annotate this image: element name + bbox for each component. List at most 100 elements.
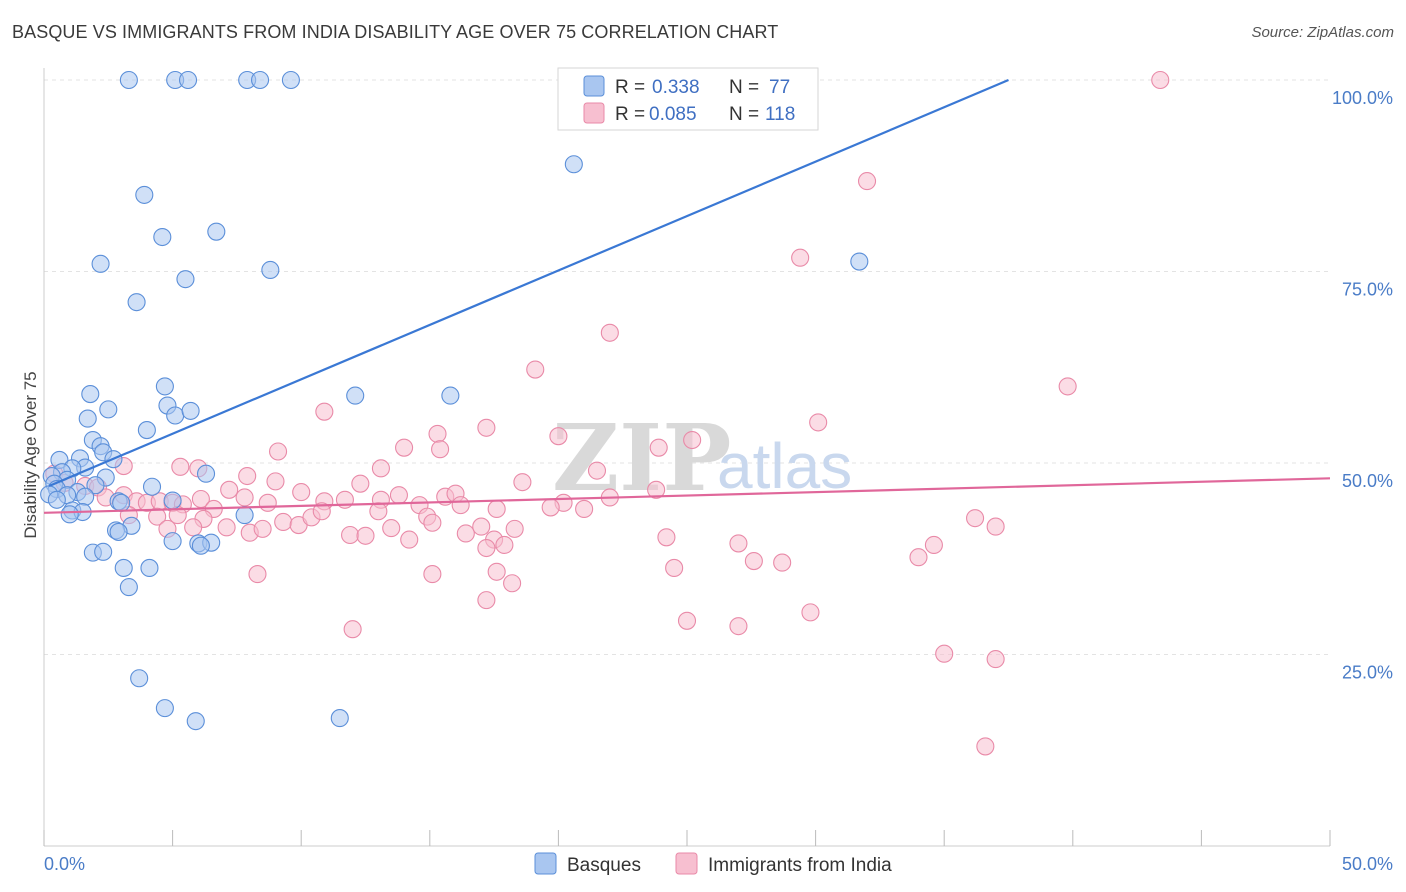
basques-point bbox=[181, 401, 200, 420]
legend-n-basques: 77 bbox=[769, 77, 790, 98]
legend-swatch-india bbox=[583, 102, 605, 124]
basques-point bbox=[140, 558, 159, 577]
india-point bbox=[495, 535, 514, 555]
india-point bbox=[657, 528, 676, 547]
basques-point bbox=[119, 70, 138, 90]
series-legend: Basques Immigrants from India bbox=[534, 852, 892, 876]
basques-point bbox=[346, 386, 365, 405]
india-point bbox=[665, 558, 684, 577]
india-point bbox=[986, 650, 1005, 669]
india-point bbox=[274, 512, 293, 532]
basques-point bbox=[135, 185, 154, 204]
axes bbox=[43, 68, 1331, 847]
basques-point bbox=[47, 490, 66, 509]
basques-point bbox=[76, 487, 95, 506]
india-point bbox=[235, 488, 254, 507]
basques-point bbox=[564, 155, 583, 174]
grid-lines bbox=[44, 79, 1330, 655]
legend-r-india: 0.085 bbox=[649, 104, 697, 125]
legend-swatch-basques bbox=[583, 75, 605, 97]
india-point bbox=[575, 499, 594, 519]
india-point bbox=[356, 526, 375, 545]
basques-point bbox=[112, 493, 131, 512]
basques-point bbox=[91, 254, 110, 273]
india-point bbox=[171, 457, 190, 476]
basques-point bbox=[163, 491, 182, 510]
bottom-legend-swatch-basques bbox=[534, 852, 557, 875]
stats-legend: R = 0.338 N = 77 R = 0.085 N = 118 bbox=[557, 67, 819, 131]
legend-n-label: N = bbox=[729, 104, 759, 125]
india-point bbox=[505, 519, 524, 538]
basques-point bbox=[127, 293, 146, 312]
y-tick-label: 75.0% bbox=[1342, 280, 1393, 300]
basques-point bbox=[235, 506, 254, 525]
basques-point bbox=[153, 227, 172, 247]
india-point bbox=[526, 360, 545, 379]
legend-n-india: 118 bbox=[765, 104, 795, 125]
india-point bbox=[487, 562, 506, 581]
india-point bbox=[341, 525, 360, 545]
basques-point bbox=[207, 222, 226, 241]
india-point bbox=[541, 498, 560, 517]
india-point bbox=[423, 513, 442, 532]
basques-point bbox=[60, 505, 79, 524]
basques-point bbox=[155, 699, 174, 718]
india-point bbox=[729, 617, 748, 636]
bottom-legend-india: Immigrants from India bbox=[708, 855, 892, 876]
legend-r-label: R = bbox=[615, 104, 645, 125]
india-point bbox=[924, 535, 943, 555]
legend-r-basques: 0.338 bbox=[652, 77, 700, 98]
india-point bbox=[744, 551, 763, 571]
watermark-zip: ZIP bbox=[552, 404, 731, 512]
india-point bbox=[801, 603, 820, 622]
basques-point bbox=[142, 477, 162, 496]
india-point bbox=[148, 507, 167, 526]
india-point bbox=[269, 442, 288, 461]
india-point bbox=[431, 440, 450, 459]
basques-point bbox=[109, 522, 128, 541]
trend-line-basques bbox=[48, 78, 1009, 487]
india-point bbox=[258, 493, 277, 512]
india-point bbox=[184, 518, 203, 537]
india-point bbox=[369, 502, 388, 521]
india-point bbox=[587, 461, 607, 480]
india-point bbox=[1058, 377, 1077, 396]
india-point bbox=[217, 518, 236, 537]
india-point bbox=[292, 483, 311, 502]
y-tick-label: 25.0% bbox=[1342, 663, 1393, 683]
watermark-atlas: atlas bbox=[717, 430, 852, 502]
basques-point bbox=[94, 542, 113, 561]
basques-point bbox=[191, 536, 210, 555]
india-point bbox=[477, 591, 496, 610]
legend-n-label: N = bbox=[729, 77, 759, 98]
india-point bbox=[343, 620, 362, 639]
basques-point bbox=[137, 421, 156, 440]
india-point bbox=[312, 502, 331, 521]
india-point bbox=[809, 413, 828, 432]
india-point bbox=[477, 538, 496, 558]
basques-point bbox=[850, 252, 869, 271]
basques-point bbox=[186, 712, 205, 731]
basques-point bbox=[99, 400, 118, 419]
india-point bbox=[647, 480, 666, 499]
basques-point bbox=[330, 709, 349, 728]
india-point bbox=[266, 472, 285, 491]
india-point bbox=[791, 248, 810, 267]
india-point bbox=[966, 509, 985, 528]
india-point bbox=[382, 519, 401, 538]
watermark: ZIP atlas bbox=[552, 404, 852, 512]
basques-point bbox=[114, 558, 133, 577]
india-point bbox=[428, 424, 447, 443]
india-point bbox=[472, 517, 491, 536]
bottom-legend-basques: Basques bbox=[567, 855, 641, 876]
india-point bbox=[248, 565, 267, 584]
basques-point bbox=[250, 70, 270, 90]
basques-point bbox=[176, 270, 195, 289]
chart-title: BASQUE VS IMMIGRANTS FROM INDIA DISABILI… bbox=[12, 22, 779, 42]
legend-r-label: R = bbox=[615, 77, 645, 98]
basques-point bbox=[441, 386, 460, 405]
trend-lines bbox=[43, 78, 1331, 514]
india-point bbox=[649, 438, 668, 457]
x-tick-label: 0.0% bbox=[44, 854, 85, 874]
basques-point bbox=[163, 532, 182, 551]
